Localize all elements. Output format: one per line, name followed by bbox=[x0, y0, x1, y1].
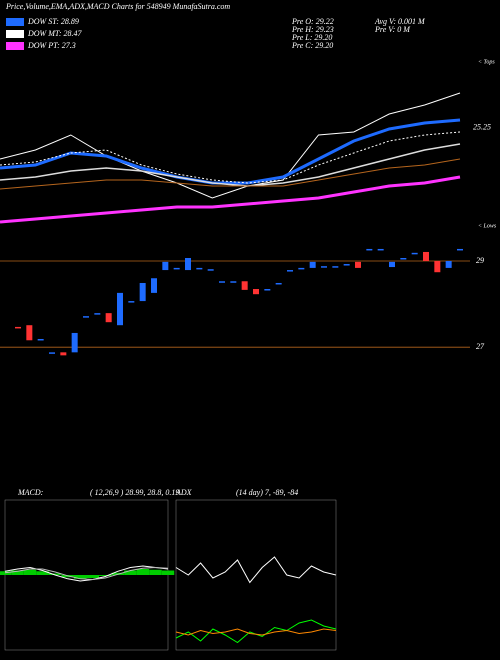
series-line bbox=[4, 566, 169, 581]
tops-label: < Tops bbox=[478, 59, 495, 65]
series-line bbox=[0, 131, 461, 184]
stat: Avg V: 0.001 M bbox=[374, 17, 426, 26]
candle bbox=[445, 261, 452, 268]
candle bbox=[287, 270, 293, 272]
histogram-bar bbox=[124, 570, 137, 575]
candle bbox=[309, 261, 316, 268]
y-tick-label: 29 bbox=[476, 256, 484, 265]
chart-title: Price,Volume,EMA,ADX,MACD Charts for 548… bbox=[5, 2, 230, 11]
candle bbox=[117, 292, 123, 326]
histogram-bar bbox=[149, 569, 162, 575]
candle bbox=[83, 316, 89, 318]
histogram-bar bbox=[86, 575, 100, 578]
candle bbox=[377, 248, 384, 251]
candle bbox=[457, 248, 463, 251]
y-tick-label: 27 bbox=[476, 342, 485, 351]
candle bbox=[275, 282, 282, 285]
histogram-bar bbox=[73, 575, 87, 579]
candle bbox=[151, 278, 157, 293]
candle bbox=[264, 289, 271, 291]
candle bbox=[219, 281, 225, 283]
histogram-bar bbox=[48, 573, 62, 575]
histogram-bar bbox=[36, 571, 49, 575]
legend-label: DOW ST: 28.89 bbox=[27, 17, 79, 26]
candle bbox=[71, 332, 78, 353]
candle bbox=[411, 252, 418, 255]
histogram-bar bbox=[161, 570, 175, 575]
candle bbox=[230, 281, 237, 283]
candle bbox=[162, 261, 169, 271]
annotation: 25.25 bbox=[473, 122, 491, 131]
candle bbox=[434, 261, 441, 273]
candle bbox=[355, 261, 361, 268]
legend-label: DOW PT: 27.3 bbox=[27, 41, 76, 50]
candle bbox=[60, 352, 67, 356]
histogram-bar bbox=[23, 569, 37, 575]
candle bbox=[298, 267, 305, 270]
candle bbox=[173, 267, 180, 270]
candle bbox=[37, 338, 44, 341]
legend-swatch bbox=[6, 30, 24, 38]
legend-label: DOW MT: 28.47 bbox=[27, 29, 83, 38]
candle bbox=[139, 282, 146, 302]
panel-title: ADX bbox=[175, 488, 193, 497]
candle bbox=[105, 313, 112, 323]
candle bbox=[253, 289, 259, 295]
stat: Pre V: 0 M bbox=[374, 25, 411, 34]
candle bbox=[26, 325, 33, 341]
stat: Pre C: 29.20 bbox=[291, 41, 333, 50]
series-line bbox=[0, 158, 461, 190]
legend-swatch bbox=[6, 18, 24, 26]
stat: Pre O: 29.22 bbox=[291, 17, 334, 26]
candle bbox=[196, 267, 203, 270]
candle bbox=[185, 258, 191, 271]
panel-params: (14 day) 7, -89, -84 bbox=[236, 488, 298, 497]
series-line bbox=[175, 628, 337, 636]
histogram-bar bbox=[99, 575, 112, 576]
candle bbox=[332, 266, 339, 268]
candle bbox=[423, 251, 429, 262]
candle bbox=[241, 281, 248, 290]
candle bbox=[49, 352, 55, 354]
series-line bbox=[0, 175, 461, 224]
candle bbox=[400, 258, 407, 260]
histogram-bar bbox=[136, 569, 150, 575]
candle bbox=[366, 248, 373, 251]
stat: Pre L: 29.20 bbox=[291, 33, 332, 42]
candle bbox=[343, 264, 350, 266]
histogram-bar bbox=[11, 570, 24, 575]
lows-label: < Lows bbox=[478, 223, 497, 229]
series-line bbox=[0, 118, 461, 185]
candle bbox=[15, 326, 21, 329]
series-line bbox=[0, 143, 461, 187]
candle bbox=[207, 269, 214, 271]
candle bbox=[321, 266, 327, 268]
legend-swatch bbox=[6, 42, 24, 50]
candle bbox=[128, 301, 135, 303]
stat: Pre H: 29.23 bbox=[291, 25, 334, 34]
candle bbox=[94, 313, 101, 315]
candle bbox=[389, 261, 395, 268]
series-line bbox=[175, 556, 337, 584]
panel-title: MACD: bbox=[17, 488, 44, 497]
series-line bbox=[0, 92, 461, 199]
series-line bbox=[4, 565, 169, 582]
panel-params: ( 12,26,9 ) 28.99, 28.8, 0.19 bbox=[90, 488, 179, 497]
